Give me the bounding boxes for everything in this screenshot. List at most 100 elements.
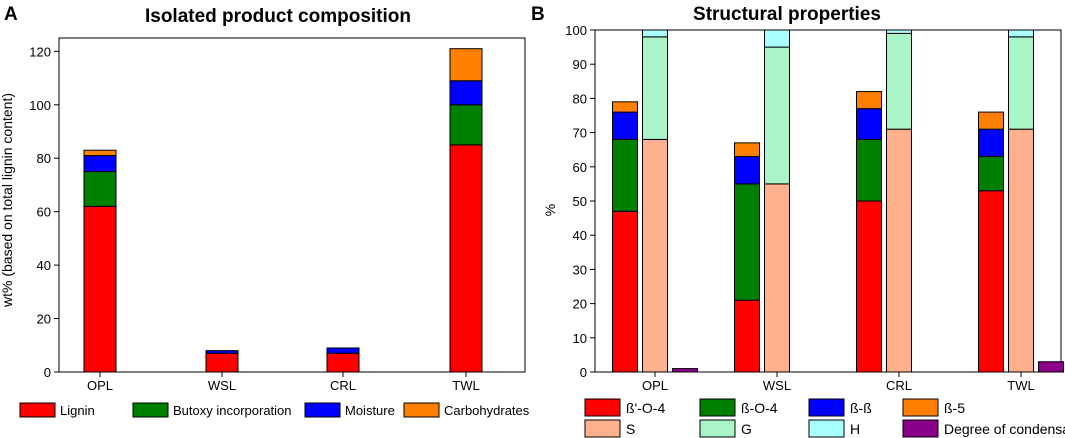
x-tick-label: CRL <box>330 378 356 393</box>
legend-label-butoxy-incorporation: Butoxy incorporation <box>173 403 292 418</box>
bar-moisture-crl <box>326 347 360 354</box>
bar-h-wsl <box>764 29 790 48</box>
bar-butoxy-incorporation-opl <box>83 171 117 207</box>
legend-label-moisture: Moisture <box>345 403 395 418</box>
y-tick-label: 10 <box>573 331 587 346</box>
bar-lignin-crl <box>326 352 360 373</box>
x-tick-label: TWL <box>452 378 479 393</box>
y-tick-label: 80 <box>37 151 51 166</box>
bar-carbohydrates-opl <box>83 149 117 157</box>
legend-label-lignin: Lignin <box>60 403 95 418</box>
legend-swatch-carbohydrates <box>403 402 440 418</box>
panel-a-label: A <box>4 4 18 25</box>
bar-s-wsl <box>764 183 790 373</box>
legend-label-5: ß-5 <box>944 400 965 416</box>
y-tick-label: 40 <box>573 228 587 243</box>
legend-label-o-4: ß'-O-4 <box>626 400 665 416</box>
panel-a-y-axis-label: wt% (based on total lignin content) <box>0 93 15 308</box>
bar-lignin-opl <box>83 205 117 373</box>
legend-label-h: H <box>850 421 860 437</box>
bar-moisture-twl <box>449 80 483 106</box>
bar-butoxy-incorporation-twl <box>449 104 483 146</box>
bar-5-opl <box>612 101 638 113</box>
bar-s-crl <box>886 128 912 373</box>
bar-s-twl <box>1008 128 1034 373</box>
bar--opl <box>612 111 638 140</box>
y-tick-label: 40 <box>37 258 51 273</box>
legend-swatch-butoxy-incorporation <box>132 402 169 418</box>
legend-label-s: S <box>626 421 635 437</box>
bar-5-crl <box>856 91 882 110</box>
bar-s-opl <box>642 138 668 373</box>
x-tick-label: WSL <box>763 378 791 393</box>
legend-swatch-h <box>808 419 845 438</box>
legend-label-g: G <box>741 421 752 437</box>
y-tick-label: 60 <box>573 160 587 175</box>
panel-a-plot: 0 20 40 60 80 100 120 OPL WSL CRL TWL Lignin Butoxy … <box>19 37 530 418</box>
y-tick-label: 0 <box>44 365 51 380</box>
bar-moisture-wsl <box>205 350 239 354</box>
x-tick-label: WSL <box>208 378 236 393</box>
bar-o-4-wsl <box>734 299 760 373</box>
y-tick-label: 0 <box>580 365 587 380</box>
panel-b-label: B <box>531 4 545 25</box>
bar-o-4-wsl <box>734 183 760 301</box>
bar-g-wsl <box>764 46 790 185</box>
bar--wsl <box>734 156 760 185</box>
x-tick-label: OPL <box>87 378 113 393</box>
legend-label-o-4: ß-O-4 <box>741 400 778 416</box>
legend-swatch-g <box>699 419 736 438</box>
y-tick-label: 20 <box>573 297 587 312</box>
bar-g-twl <box>1008 36 1034 130</box>
y-tick-label: 60 <box>37 205 51 220</box>
bar-carbohydrates-twl <box>449 48 483 82</box>
bar--twl <box>978 128 1004 158</box>
bar-h-crl <box>886 29 912 34</box>
y-tick-label: 80 <box>573 91 587 106</box>
bar--crl <box>856 108 882 140</box>
x-tick-label: CRL <box>886 378 912 393</box>
panel-b-y-axis-label: % <box>542 204 558 216</box>
bar-lignin-wsl <box>205 352 239 373</box>
y-tick-label: 100 <box>29 98 51 113</box>
legend-label-carbohydrates: Carbohydrates <box>444 403 530 418</box>
bar-h-twl <box>1008 29 1034 38</box>
y-tick-label: 100 <box>565 23 587 38</box>
x-tick-label: TWL <box>1007 378 1034 393</box>
bar-o-4-twl <box>978 190 1004 373</box>
bar-g-crl <box>886 32 912 130</box>
bar-g-opl <box>642 36 668 140</box>
legend-label-degree-of-condensation: Degree of condensation <box>944 421 1065 437</box>
bar-degree-of-condensation-opl <box>672 368 698 373</box>
y-tick-label: 20 <box>37 312 51 327</box>
legend-swatch-o-4 <box>584 398 621 417</box>
panel-b-title: Structural properties <box>693 4 881 25</box>
legend-swatch- <box>808 398 845 417</box>
y-tick-label: 30 <box>573 262 587 277</box>
y-tick-label: 70 <box>573 126 587 141</box>
legend-swatch-lignin <box>19 402 56 418</box>
legend-label-: ß-ß <box>850 400 872 416</box>
legend-swatch-degree-of-condensation <box>902 419 939 438</box>
bar-o-4-opl <box>612 138 638 212</box>
legend-swatch-o-4 <box>699 398 736 417</box>
bar-h-opl <box>642 29 668 38</box>
plot-frame <box>58 37 526 373</box>
bar-5-twl <box>978 111 1004 130</box>
bar-o-4-twl <box>978 156 1004 192</box>
bar-moisture-opl <box>83 155 117 173</box>
legend-swatch-moisture <box>304 402 341 418</box>
bar-lignin-twl <box>449 144 483 373</box>
bar-o-4-crl <box>856 138 882 202</box>
panel-a-title: Isolated product composition <box>145 6 411 27</box>
panel-b-plot: 0 10 20 30 40 50 60 70 80 90 100 OPL WSL CRL TWL ß'-O-4… <box>565 23 1065 438</box>
bar-5-wsl <box>734 142 760 158</box>
legend-swatch-5 <box>902 398 939 417</box>
x-tick-label: OPL <box>642 378 668 393</box>
bar-degree-of-condensation-twl <box>1038 361 1064 373</box>
y-tick-label: 90 <box>573 57 587 72</box>
bar-o-4-opl <box>612 210 638 373</box>
y-tick-label: 120 <box>29 44 51 59</box>
legend-swatch-s <box>584 419 621 438</box>
